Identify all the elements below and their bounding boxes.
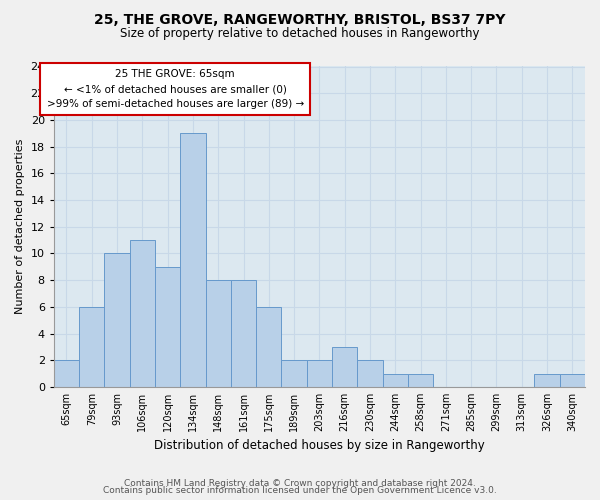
Text: Size of property relative to detached houses in Rangeworthy: Size of property relative to detached ho… bbox=[120, 28, 480, 40]
Bar bbox=[358, 360, 383, 387]
Bar bbox=[79, 307, 104, 387]
X-axis label: Distribution of detached houses by size in Rangeworthy: Distribution of detached houses by size … bbox=[154, 440, 485, 452]
Text: 25 THE GROVE: 65sqm
← <1% of detached houses are smaller (0)
>99% of semi-detach: 25 THE GROVE: 65sqm ← <1% of detached ho… bbox=[47, 70, 304, 109]
Text: Contains public sector information licensed under the Open Government Licence v3: Contains public sector information licen… bbox=[103, 486, 497, 495]
Bar bbox=[256, 307, 281, 387]
Bar bbox=[104, 254, 130, 387]
Bar bbox=[54, 360, 79, 387]
Bar bbox=[206, 280, 231, 387]
Bar bbox=[155, 267, 181, 387]
Bar bbox=[307, 360, 332, 387]
Bar bbox=[332, 347, 358, 387]
Bar bbox=[181, 134, 206, 387]
Text: Contains HM Land Registry data © Crown copyright and database right 2024.: Contains HM Land Registry data © Crown c… bbox=[124, 478, 476, 488]
Bar bbox=[231, 280, 256, 387]
Y-axis label: Number of detached properties: Number of detached properties bbox=[15, 139, 25, 314]
Text: 25, THE GROVE, RANGEWORTHY, BRISTOL, BS37 7PY: 25, THE GROVE, RANGEWORTHY, BRISTOL, BS3… bbox=[94, 12, 506, 26]
Bar bbox=[383, 374, 408, 387]
Bar bbox=[130, 240, 155, 387]
Bar bbox=[560, 374, 585, 387]
Bar bbox=[535, 374, 560, 387]
Bar bbox=[281, 360, 307, 387]
Bar bbox=[408, 374, 433, 387]
